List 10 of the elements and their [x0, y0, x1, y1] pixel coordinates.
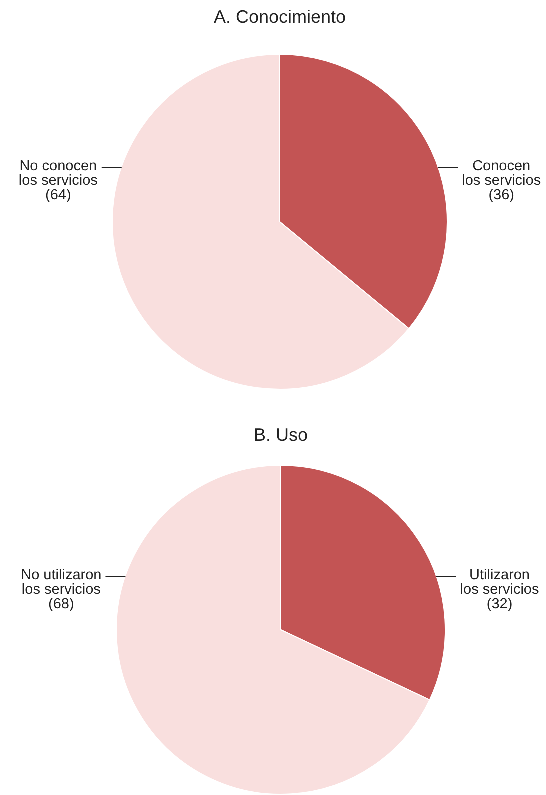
- slice-label: No utilizaron los servicios: [21, 568, 102, 598]
- chart-title: B. Uso: [254, 424, 308, 445]
- slice-label: No conocen los servicios: [18, 158, 98, 190]
- data-label: (36): [488, 188, 514, 204]
- slice-label: Conocen los servicios: [462, 158, 542, 190]
- slice-label: Utilizaron los servicios: [460, 568, 540, 598]
- data-label: (68): [48, 596, 74, 613]
- data-label: (32): [486, 596, 513, 613]
- chart-title: A. Conocimiento: [214, 6, 346, 27]
- data-label: (64): [46, 188, 72, 204]
